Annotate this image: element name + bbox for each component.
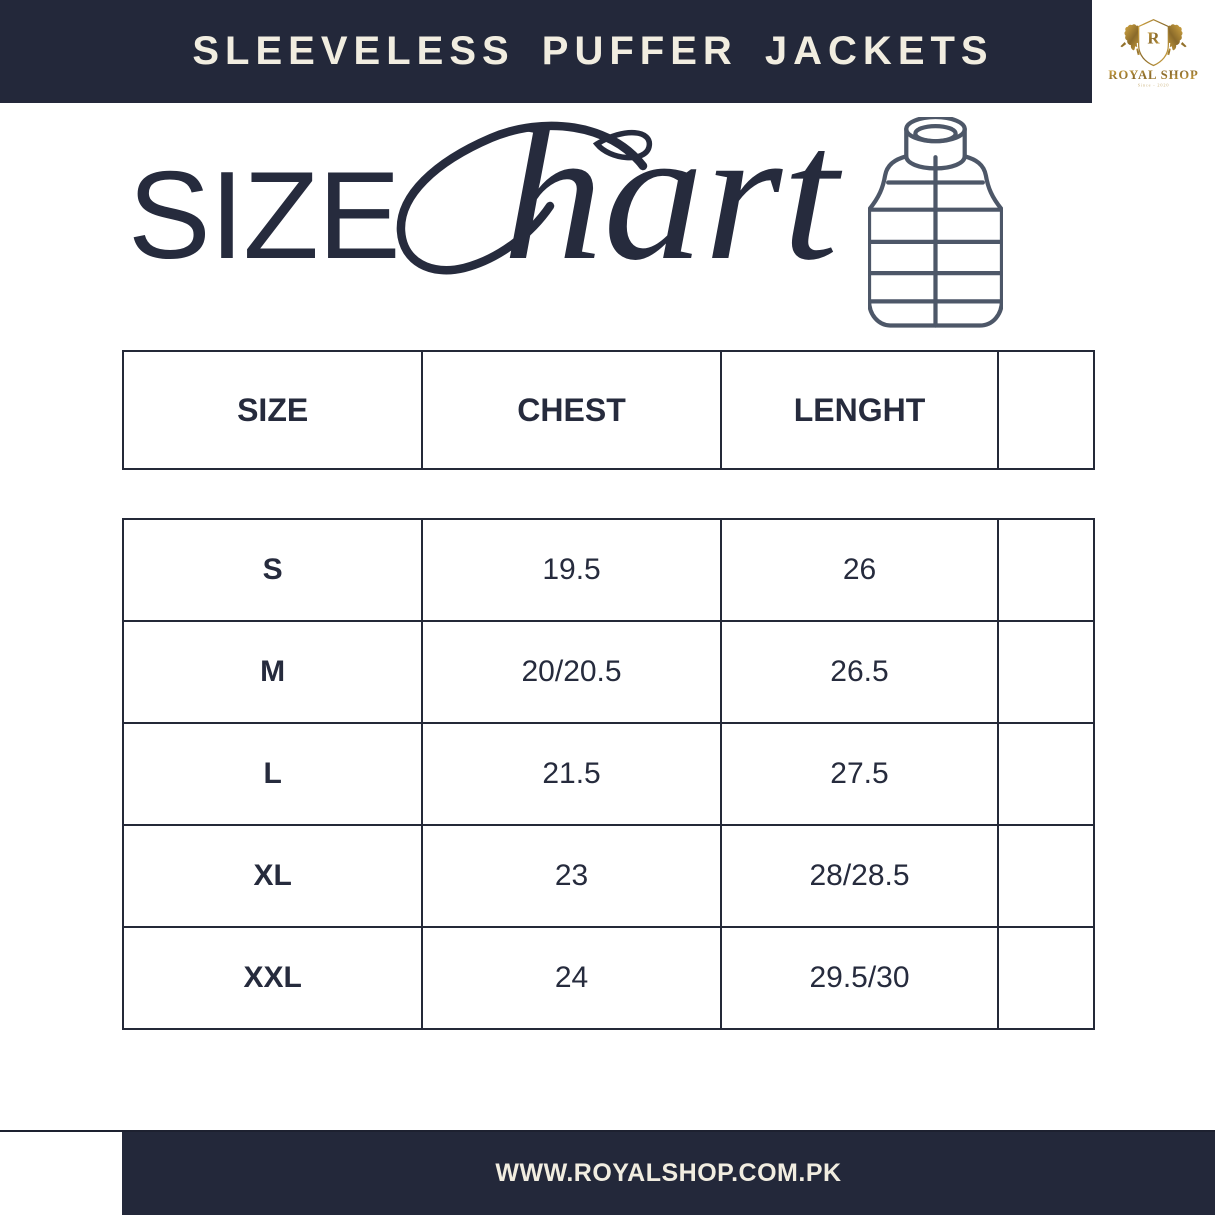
svg-text:Since - 2020: Since - 2020	[1138, 83, 1170, 88]
svg-text:R: R	[1147, 28, 1160, 47]
svg-text:ROYAL SHOP: ROYAL SHOP	[1108, 68, 1198, 82]
